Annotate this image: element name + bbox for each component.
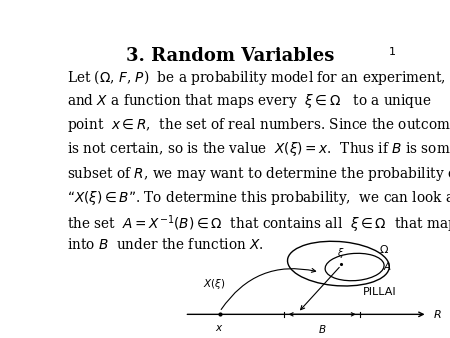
Text: is not certain, so is the value  $X(\xi) = x$.  Thus if $B$ is some: is not certain, so is the value $X(\xi) … — [67, 141, 450, 159]
Text: $B$: $B$ — [318, 323, 326, 335]
Text: the set  $A = X^{-1}(B) \in \Omega$  that contains all  $\xi \in \Omega$  that m: the set $A = X^{-1}(B) \in \Omega$ that … — [67, 213, 450, 235]
Text: 3. Random Variables: 3. Random Variables — [126, 47, 335, 65]
Text: Let ($\Omega$, $F$, $P$)  be a probability model for an experiment,: Let ($\Omega$, $F$, $P$) be a probabilit… — [67, 68, 446, 87]
Text: PILLAI: PILLAI — [363, 287, 396, 297]
Text: $R$: $R$ — [433, 308, 441, 320]
Text: $X(\xi)$: $X(\xi)$ — [203, 277, 226, 291]
Text: $\Omega$: $\Omega$ — [379, 243, 389, 256]
Text: point  $x \in R$,  the set of real numbers. Since the outcome $\xi$: point $x \in R$, the set of real numbers… — [67, 116, 450, 134]
Text: $x$: $x$ — [216, 323, 224, 333]
Text: subset of $R$, we may want to determine the probability of: subset of $R$, we may want to determine … — [67, 165, 450, 183]
Text: 1: 1 — [389, 47, 396, 57]
Text: into $B$  under the function $X$.: into $B$ under the function $X$. — [67, 237, 263, 252]
Text: and $X$ a function that maps every  $\xi \in \Omega$   to a unique: and $X$ a function that maps every $\xi … — [67, 92, 432, 110]
Text: “$X(\xi) \in B$”. To determine this probability,  we can look at: “$X(\xi) \in B$”. To determine this prob… — [67, 189, 450, 207]
Text: $\xi$: $\xi$ — [338, 246, 345, 260]
Text: $A$: $A$ — [383, 260, 392, 272]
